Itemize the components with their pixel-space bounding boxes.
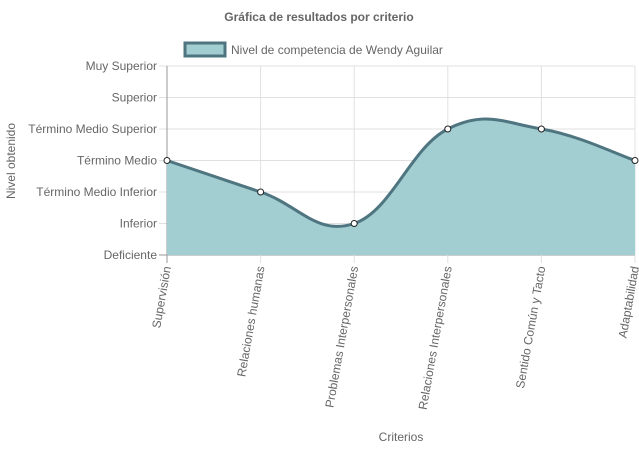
legend[interactable]: Nivel de competencia de Wendy Aguilar <box>183 41 443 58</box>
x-tick-label: Relaciones humanas <box>234 265 267 378</box>
y-tick-label: Inferior <box>120 217 157 231</box>
y-axis-title: Nivel obtenido <box>4 123 18 199</box>
x-tick-label: Supervisión <box>149 265 174 329</box>
x-axis-ticks: Supervisión Relaciones humanas Problemas I… <box>149 265 639 411</box>
data-point[interactable] <box>163 157 171 164</box>
legend-swatch <box>183 41 227 58</box>
data-point[interactable] <box>537 125 545 133</box>
y-tick-label: Término Medio Superior <box>28 122 157 136</box>
y-axis-ticks: Deficiente Inferior Término Medio Inferior… <box>28 59 157 262</box>
legend-label: Nivel de competencia de Wendy Aguilar <box>231 43 443 57</box>
x-axis-title: Criterios <box>379 430 424 444</box>
chart-title: Gráfica de resultados por criterio <box>224 10 413 24</box>
x-tick-label: Sentido Común y Tacto <box>513 265 548 390</box>
series-points <box>163 125 639 227</box>
y-tick-label: Muy Superior <box>86 59 157 73</box>
data-point[interactable] <box>631 157 639 164</box>
x-tick-label: Adaptabilidad <box>616 265 639 339</box>
y-tick-label: Deficiente <box>104 248 158 262</box>
y-tick-label: Término Medio <box>77 154 157 168</box>
x-tick-label: Relaciones Interpersonales <box>416 265 455 411</box>
x-tick-label: Problemas Interpersonales <box>322 265 361 409</box>
data-point[interactable] <box>350 220 358 227</box>
data-point[interactable] <box>257 188 265 196</box>
series-area <box>167 119 635 255</box>
y-tick-label: Superior <box>112 91 157 105</box>
data-point[interactable] <box>444 125 452 133</box>
y-tick-label: Término Medio Inferior <box>36 185 157 199</box>
